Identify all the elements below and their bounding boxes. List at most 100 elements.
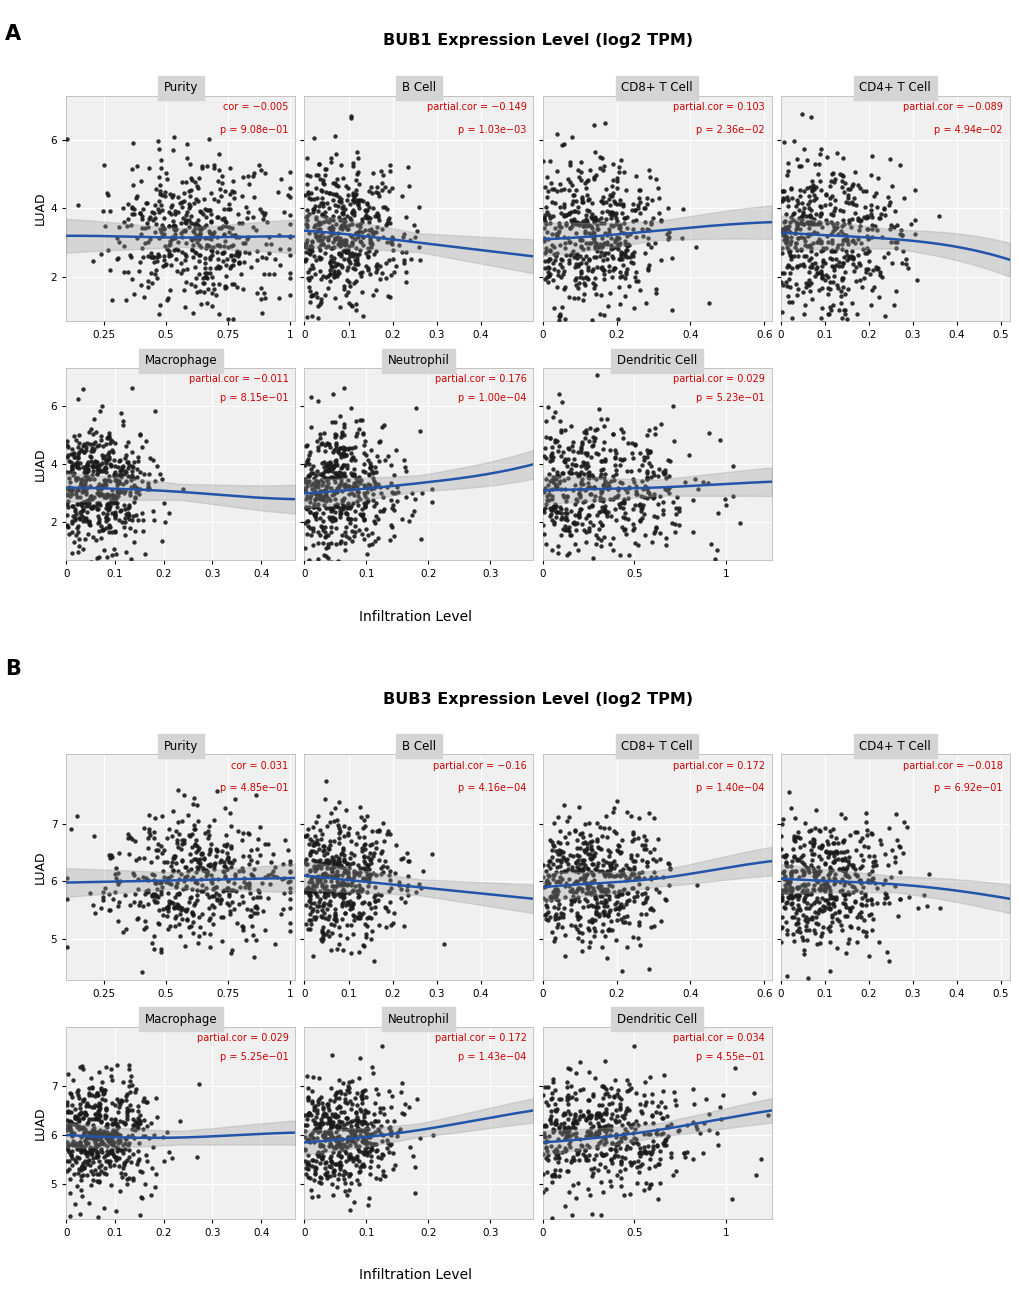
Point	[602, 235, 619, 256]
Point	[305, 1128, 321, 1149]
Point	[206, 878, 222, 899]
Point	[126, 891, 143, 912]
Point	[309, 886, 325, 907]
Point	[171, 1110, 187, 1131]
Point	[392, 887, 409, 908]
Point	[97, 457, 113, 478]
Point	[534, 854, 550, 875]
Point	[856, 197, 872, 218]
Point	[551, 820, 568, 841]
Point	[193, 237, 209, 258]
Point	[354, 837, 370, 858]
Point	[546, 1148, 562, 1169]
Point	[85, 1148, 101, 1169]
Point	[155, 249, 171, 270]
Point	[772, 272, 789, 293]
Point	[319, 851, 335, 872]
Point	[344, 869, 361, 890]
Point	[591, 1153, 607, 1174]
Point	[313, 1168, 329, 1189]
Point	[568, 454, 584, 475]
Point	[615, 243, 632, 264]
Point	[106, 485, 122, 506]
Point	[588, 855, 604, 876]
Point	[333, 231, 350, 252]
Point	[301, 1102, 317, 1123]
Point	[92, 1119, 108, 1140]
Point	[309, 896, 325, 917]
Point	[639, 1135, 655, 1156]
Point	[535, 514, 551, 535]
Point	[93, 1080, 109, 1101]
Point	[607, 886, 624, 907]
Point	[149, 1106, 165, 1127]
Point	[835, 829, 851, 850]
Point	[361, 863, 377, 884]
Point	[600, 256, 616, 277]
Point	[592, 451, 608, 472]
Point	[567, 474, 583, 495]
Point	[596, 499, 612, 520]
Point	[157, 255, 173, 276]
Point	[319, 488, 335, 509]
Point	[658, 479, 675, 500]
Point	[435, 933, 451, 954]
Point	[312, 525, 328, 546]
Point	[564, 1147, 580, 1168]
Point	[355, 504, 371, 525]
Point	[776, 228, 793, 249]
Point	[84, 551, 100, 572]
Point	[359, 199, 375, 220]
Point	[331, 206, 347, 227]
Point	[777, 851, 794, 872]
Point	[66, 1107, 83, 1128]
Point	[389, 1122, 406, 1143]
Point	[308, 883, 324, 904]
Point	[607, 211, 624, 232]
Point	[850, 904, 866, 925]
Point	[344, 893, 361, 914]
Point	[328, 464, 344, 485]
Point	[316, 836, 332, 857]
Point	[366, 478, 382, 499]
Point	[300, 876, 316, 897]
Point	[303, 182, 319, 203]
Point	[825, 841, 842, 862]
Point	[549, 913, 566, 934]
Point	[381, 249, 397, 270]
Point	[862, 888, 878, 909]
Point	[163, 855, 179, 876]
Point	[327, 455, 343, 476]
Point	[794, 874, 810, 895]
Point	[362, 850, 378, 871]
Point	[556, 520, 573, 541]
Point	[312, 870, 328, 891]
Point	[308, 1118, 324, 1139]
Text: p = 8.15e−01: p = 8.15e−01	[220, 394, 288, 403]
Point	[354, 1085, 370, 1106]
Point	[857, 812, 873, 833]
Point	[230, 243, 247, 264]
Point	[340, 272, 357, 293]
Point	[619, 937, 635, 958]
Point	[173, 838, 190, 859]
Point	[657, 1115, 674, 1136]
Point	[637, 883, 653, 904]
Point	[332, 457, 348, 478]
Point	[569, 905, 585, 926]
Point	[334, 1119, 351, 1140]
Point	[304, 306, 320, 327]
Point	[330, 1134, 346, 1155]
Point	[393, 1072, 410, 1093]
Point	[79, 489, 96, 510]
Point	[772, 887, 789, 908]
Point	[596, 904, 612, 925]
Point	[316, 457, 332, 478]
Point	[150, 244, 166, 265]
Point	[344, 895, 361, 916]
Point	[78, 1093, 95, 1114]
Point	[325, 882, 341, 903]
Point	[311, 211, 327, 232]
Point	[189, 886, 205, 907]
Point	[150, 833, 166, 854]
